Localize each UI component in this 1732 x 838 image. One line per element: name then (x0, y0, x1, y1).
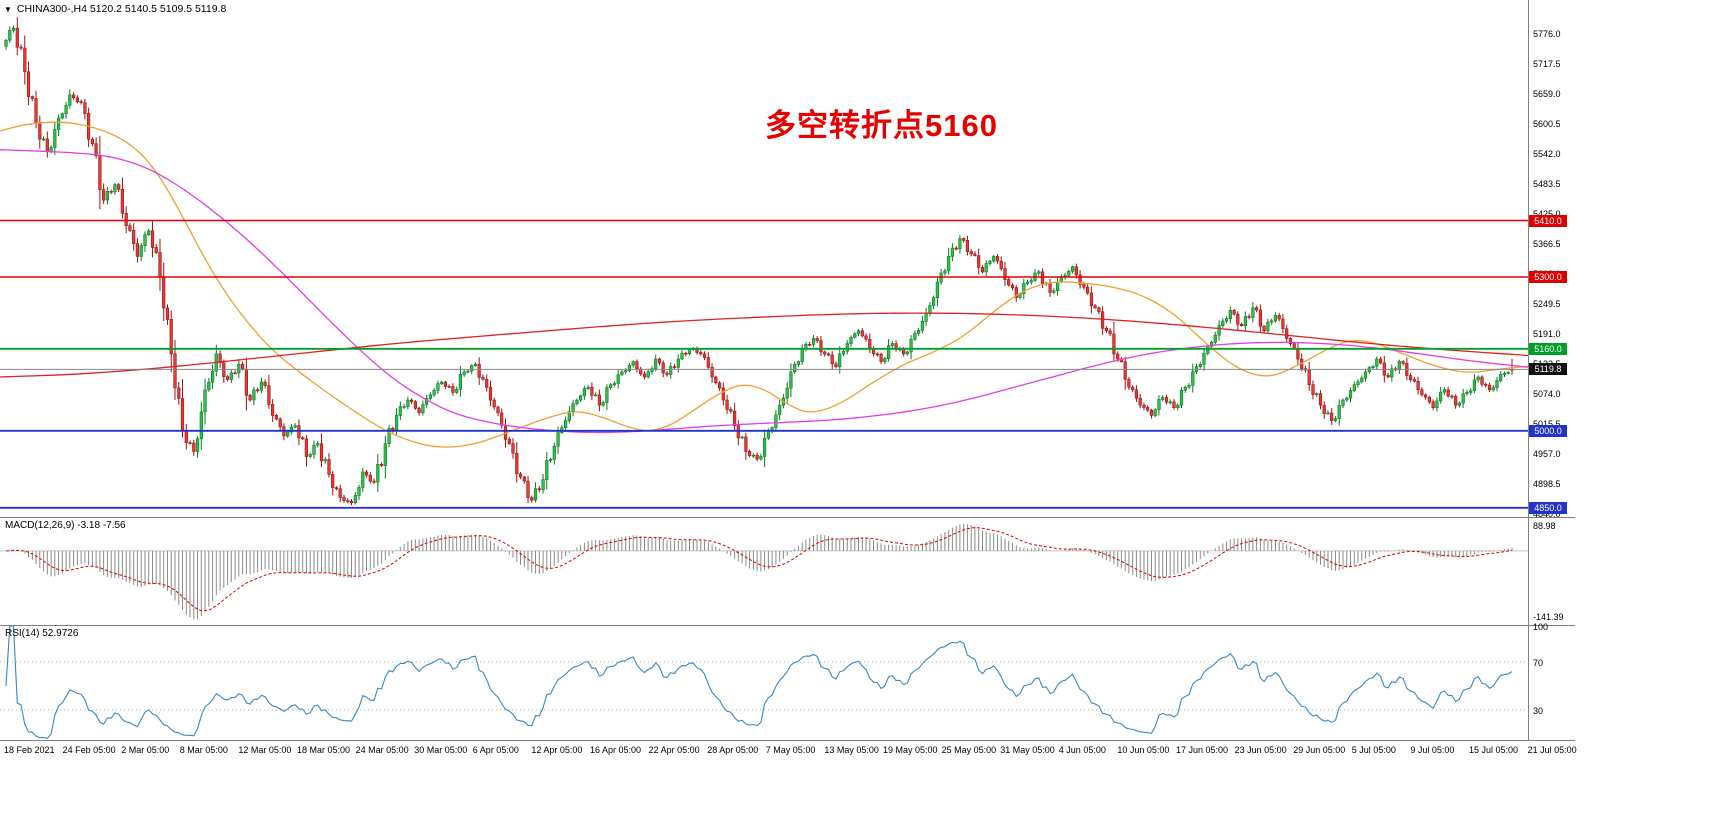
price-axis-tick: 5776.0 (1533, 28, 1561, 39)
time-axis-label: 18 Mar 05:00 (297, 745, 351, 755)
symbol-title: CHINA300-,H4 5120.2 5140.5 5109.5 5119.8 (16, 3, 227, 15)
price-axis-tick: 4898.5 (1533, 478, 1561, 489)
macd-indicator-label: MACD(12,26,9) -3.18 -7.56 (5, 520, 126, 531)
time-axis-label: 18 Feb 2021 (4, 745, 55, 755)
level-label-5300.0: 5300.0 (1529, 270, 1567, 283)
time-axis-label: 29 Jun 05:00 (1293, 745, 1346, 755)
time-axis-label: 25 May 05:00 (941, 745, 997, 755)
time-axis-label: 5 Jul 05:00 (1351, 745, 1396, 755)
price-axis-tick: 5249.5 (1533, 298, 1561, 309)
chart-canvas[interactable] (0, 0, 1575, 762)
time-axis-label: 21 Jul 05:00 (1527, 745, 1577, 755)
price-axis-tick: 5015.5 (1533, 418, 1561, 430)
symbol-header: ▼ CHINA300-,H4 5120.2 5140.5 5109.5 5119… (4, 3, 226, 15)
time-axis-label: 19 May 05:00 (883, 745, 938, 755)
price-axis-tick: 5659.0 (1533, 88, 1561, 99)
price-axis-tick: 4840.0 (1533, 508, 1561, 519)
level-label-5410.0: 5410.0 (1529, 214, 1567, 227)
rsi-axis-label-100: 100 (1533, 622, 1549, 632)
ma-fast-line (0, 121, 1529, 448)
annotation-text: 多空转折点5160 (765, 108, 998, 143)
time-axis-label: 24 Mar 05:00 (355, 745, 409, 755)
time-axis-label: 23 Jun 05:00 (1234, 745, 1287, 755)
price-axis-tick: 5483.5 (1533, 178, 1561, 189)
time-axis-label: 17 Jun 05:00 (1176, 745, 1229, 755)
time-axis-label: 8 Mar 05:00 (179, 745, 228, 755)
price-axis-tick: 4957.0 (1533, 448, 1561, 459)
ma-slow-line (0, 312, 1528, 378)
rsi-line (5, 625, 1513, 740)
price-axis-tick: 5191.0 (1533, 328, 1561, 339)
time-axis-label: 24 Feb 05:00 (62, 745, 116, 755)
time-axis-label: 15 Jul 05:00 (1469, 745, 1519, 755)
time-axis-label: 2 Mar 05:00 (121, 745, 170, 755)
time-axis-label: 22 Apr 05:00 (648, 745, 700, 755)
time-axis-label: 6 Apr 05:00 (472, 745, 519, 755)
macd-axis-min-label: -141.39 (1533, 612, 1564, 622)
time-axis-label: 4 Jun 05:00 (1058, 745, 1106, 755)
ma-mid-line (0, 149, 1529, 434)
rsi-axis-label-30: 30 (1533, 706, 1544, 716)
price-axis-tick: 5542.0 (1533, 148, 1561, 159)
time-axis-label: 30 Mar 05:00 (414, 745, 468, 755)
time-axis-label: 16 Apr 05:00 (590, 745, 642, 755)
price-axis-tick: 5366.5 (1533, 238, 1561, 249)
time-axis-label: 10 Jun 05:00 (1117, 745, 1170, 755)
price-axis-tick: 5074.0 (1533, 388, 1561, 399)
price-axis-tick: 5717.5 (1533, 58, 1561, 69)
level-label-5160.0: 5160.0 (1529, 342, 1567, 355)
macd-axis-max-label: 88.98 (1533, 521, 1556, 531)
time-axis-label: 13 May 05:00 (824, 745, 879, 755)
price-axis-tick: 5425.0 (1533, 208, 1561, 220)
time-axis-label: 12 Apr 05:00 (531, 745, 583, 755)
macd-histogram (9, 523, 1513, 620)
level-label-4850.0: 4850.0 (1529, 501, 1567, 514)
time-axis-label: 28 Apr 05:00 (707, 745, 759, 755)
rsi-axis-label-70: 70 (1533, 658, 1544, 668)
time-axis-label: 12 Mar 05:00 (238, 745, 292, 755)
price-axis-tick: 5600.5 (1533, 118, 1561, 129)
macd-signal-line (5, 527, 1513, 612)
rsi-indicator-label: RSI(14) 52.9726 (5, 628, 79, 639)
time-axis-label: 7 May 05:00 (765, 745, 816, 755)
time-axis-label: 9 Jul 05:00 (1410, 745, 1455, 755)
level-label-5000.0: 5000.0 (1529, 424, 1567, 437)
time-axis-label: 31 May 05:00 (1000, 745, 1055, 755)
current-price-label: 5119.8 (1529, 363, 1567, 376)
symbol-dropdown-icon[interactable]: ▼ (4, 4, 12, 14)
